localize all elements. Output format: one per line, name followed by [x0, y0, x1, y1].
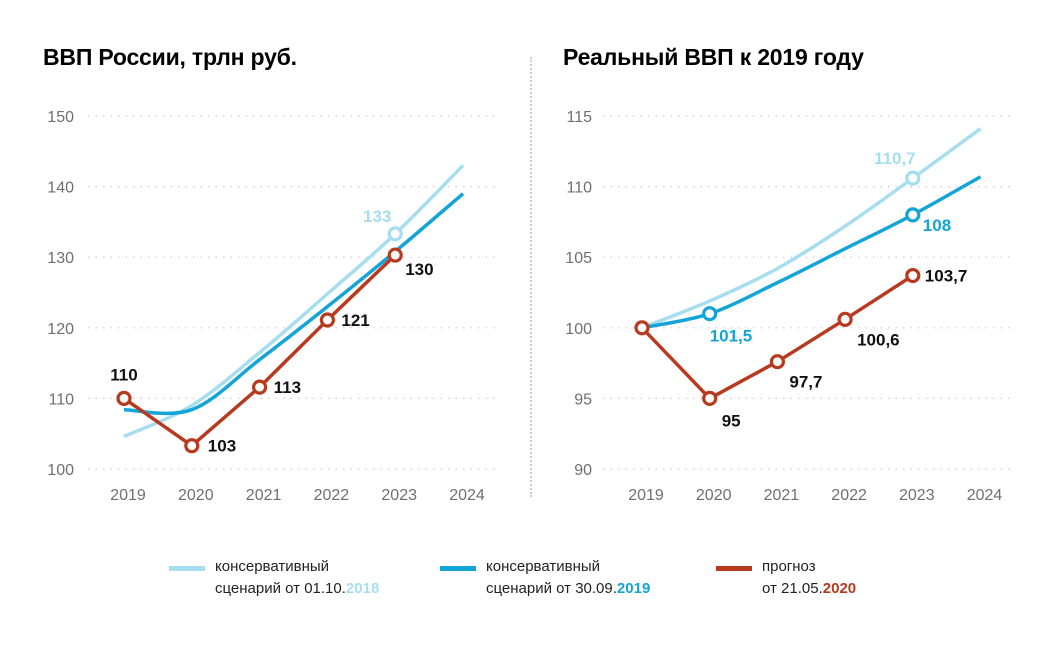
data-label: 95: [722, 411, 741, 430]
legend-label-line2: сценарий от 30.09.2019: [486, 578, 650, 600]
data-label: 110,7: [874, 149, 916, 168]
data-point-marker: [702, 306, 718, 322]
y-tick-label: 95: [574, 391, 592, 408]
x-tick-label: 2020: [696, 487, 732, 504]
data-point-marker: [387, 226, 403, 242]
x-tick-label: 2019: [628, 487, 664, 504]
legend-date-prefix: сценарий от 01.10.: [215, 580, 346, 597]
legend-date-prefix: от 21.05.: [762, 580, 823, 597]
series-line-conservative_2019: [641, 175, 982, 330]
data-point-marker: [184, 438, 200, 454]
legend-item-forecast-2020: прогноз от 21.05.2020: [716, 556, 856, 600]
legend-item-conservative-2018: консервативный сценарий от 01.10.2018: [169, 556, 379, 600]
y-tick-label: 150: [47, 109, 74, 126]
data-label: 133: [363, 207, 391, 226]
data-label: 108: [923, 216, 951, 235]
y-tick-label: 130: [47, 250, 74, 267]
data-label: 121: [341, 311, 369, 330]
data-point-marker: [634, 320, 650, 336]
y-tick-label: 110: [566, 180, 592, 197]
x-tick-label: 2021: [246, 487, 282, 504]
x-tick-label: 2024: [449, 487, 485, 504]
chart-title-real-gdp: Реальный ВВП к 2019 году: [563, 44, 864, 70]
chart-title-nominal-gdp: ВВП России, трлн руб.: [43, 44, 297, 70]
data-point-marker: [116, 390, 132, 406]
x-tick-label: 2020: [178, 487, 214, 504]
y-tick-label: 105: [565, 250, 592, 267]
data-point-marker: [769, 354, 786, 370]
x-tick-label: 2022: [831, 487, 867, 504]
data-label: 130: [405, 260, 433, 279]
y-tick-label: 115: [566, 109, 592, 126]
legend-label-line1: консервативный: [215, 558, 330, 575]
x-tick-label: 2023: [381, 487, 417, 504]
legend-swatch-forecast-2020: [716, 566, 752, 571]
data-point-marker: [387, 247, 403, 263]
x-tick-label: 2024: [967, 487, 1003, 504]
y-tick-label: 140: [47, 180, 74, 197]
legend-label-line1: консервативный: [486, 558, 601, 575]
legend-year: 2018: [345, 580, 380, 597]
legend-label-line2: сценарий от 01.10.2018: [215, 578, 379, 600]
data-label: 113: [274, 378, 301, 397]
y-tick-label: 100: [565, 321, 592, 338]
data-point-marker: [905, 170, 921, 186]
data-label: 97,7: [789, 373, 822, 392]
series-line-conservative_2018: [641, 127, 982, 330]
y-tick-label: 100: [47, 462, 74, 479]
x-tick-label: 2019: [110, 487, 146, 504]
panel-divider: [530, 57, 532, 497]
x-tick-label: 2022: [314, 487, 350, 504]
data-point-marker: [702, 390, 718, 406]
x-tick-label: 2023: [899, 487, 935, 504]
data-label: 101,5: [710, 327, 753, 346]
data-point-marker: [905, 207, 921, 223]
legend-year: 2020: [822, 580, 857, 597]
data-label: 110: [110, 365, 137, 384]
legend-label-line1: прогноз: [762, 558, 816, 575]
legend-swatch-conservative-2019: [440, 566, 476, 571]
data-point-marker: [319, 312, 335, 328]
data-point-marker: [252, 379, 268, 395]
data-label: 100,6: [857, 330, 900, 349]
data-label: 103,7: [925, 267, 968, 286]
data-point-marker: [905, 267, 921, 284]
legend-label-line2: от 21.05.2020: [762, 578, 856, 600]
legend-item-conservative-2019: консервативный сценарий от 30.09.2019: [440, 556, 650, 600]
legend-year: 2019: [616, 580, 651, 597]
x-tick-label: 2021: [764, 487, 800, 504]
series-line-conservative_2019: [123, 192, 465, 416]
data-point-marker: [837, 311, 853, 327]
series-line-conservative_2018: [123, 164, 465, 439]
y-tick-label: 90: [574, 462, 592, 479]
data-label: 103: [208, 437, 236, 456]
legend-swatch-conservative-2018: [169, 566, 205, 571]
y-tick-label: 110: [48, 391, 74, 408]
y-tick-label: 120: [47, 321, 74, 338]
legend-date-prefix: сценарий от 30.09.: [486, 580, 617, 597]
